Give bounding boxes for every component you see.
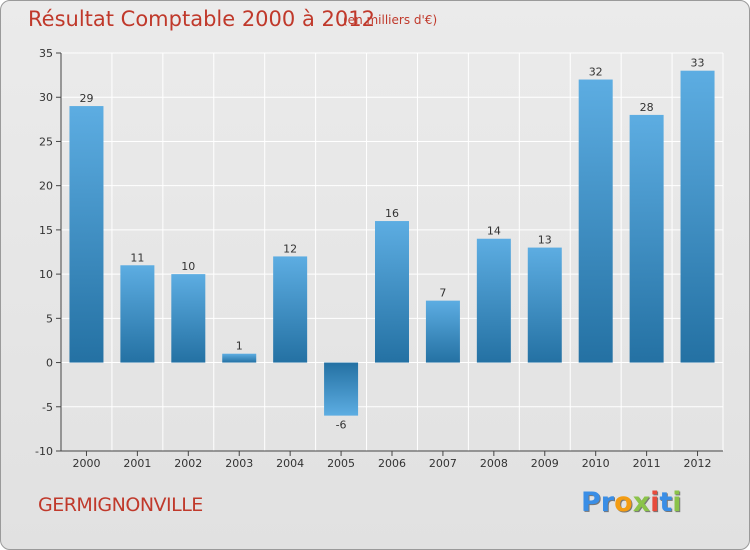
data-label: 12 <box>283 242 297 255</box>
bar <box>476 238 511 363</box>
data-label: 16 <box>385 207 399 220</box>
y-tick-label: -5 <box>42 401 53 414</box>
data-label: 1 <box>236 340 243 353</box>
chart-subtitle: (en milliers d'€) <box>343 13 438 27</box>
x-tick-label: 2004 <box>276 457 304 470</box>
logo-letter: i <box>672 487 682 518</box>
x-tick-label: 2008 <box>480 457 508 470</box>
y-tick-label: 30 <box>39 91 53 104</box>
logo-letter: P <box>581 487 601 518</box>
data-label: 7 <box>439 287 446 300</box>
logo-letter: t <box>659 487 673 518</box>
y-tick-label: 5 <box>46 312 53 325</box>
town-name: GERMIGNONVILLE <box>38 494 203 516</box>
data-label: 10 <box>181 260 195 273</box>
x-tick-label: 2012 <box>684 457 712 470</box>
chart-title: Résultat Comptable 2000 à 2012 <box>28 7 375 31</box>
x-tick-label: 2001 <box>123 457 151 470</box>
x-tick-label: 2006 <box>378 457 406 470</box>
y-tick-label: 25 <box>39 135 53 148</box>
bar <box>324 362 359 416</box>
proxiti-logo[interactable]: Proxiti <box>581 487 682 518</box>
logo-letter: o <box>614 487 633 518</box>
data-label: 13 <box>538 234 552 247</box>
bar <box>273 256 308 363</box>
bar <box>425 300 460 363</box>
x-tick-label: 2009 <box>531 457 559 470</box>
bar <box>578 79 613 363</box>
data-label: 29 <box>79 92 93 105</box>
x-tick-label: 2011 <box>633 457 661 470</box>
bar <box>120 265 155 363</box>
x-tick-label: 2002 <box>174 457 202 470</box>
x-tick-label: 2005 <box>327 457 355 470</box>
bar <box>680 70 715 363</box>
y-tick-label: 0 <box>46 357 53 370</box>
bar <box>171 274 206 363</box>
data-label: -6 <box>336 419 347 432</box>
data-label: 11 <box>130 251 144 264</box>
y-tick-label: 15 <box>39 224 53 237</box>
x-tick-label: 2003 <box>225 457 253 470</box>
x-tick-label: 2000 <box>72 457 100 470</box>
bar <box>629 114 664 363</box>
y-tick-label: -10 <box>35 445 53 458</box>
bar <box>222 353 257 363</box>
data-label: 28 <box>640 101 654 114</box>
data-label: 14 <box>487 225 501 238</box>
y-tick-label: 20 <box>39 180 53 193</box>
logo-letter: i <box>650 487 660 518</box>
bar <box>375 221 409 363</box>
x-tick-label: 2010 <box>582 457 610 470</box>
data-label: 32 <box>589 66 603 79</box>
logo-letter: r <box>600 487 615 518</box>
x-tick-label: 2007 <box>429 457 457 470</box>
bar <box>527 247 562 363</box>
y-tick-label: 35 <box>39 47 53 60</box>
y-tick-label: 10 <box>39 268 53 281</box>
logo-letter: x <box>632 487 651 518</box>
bar <box>69 106 104 363</box>
data-label: 33 <box>691 57 705 70</box>
